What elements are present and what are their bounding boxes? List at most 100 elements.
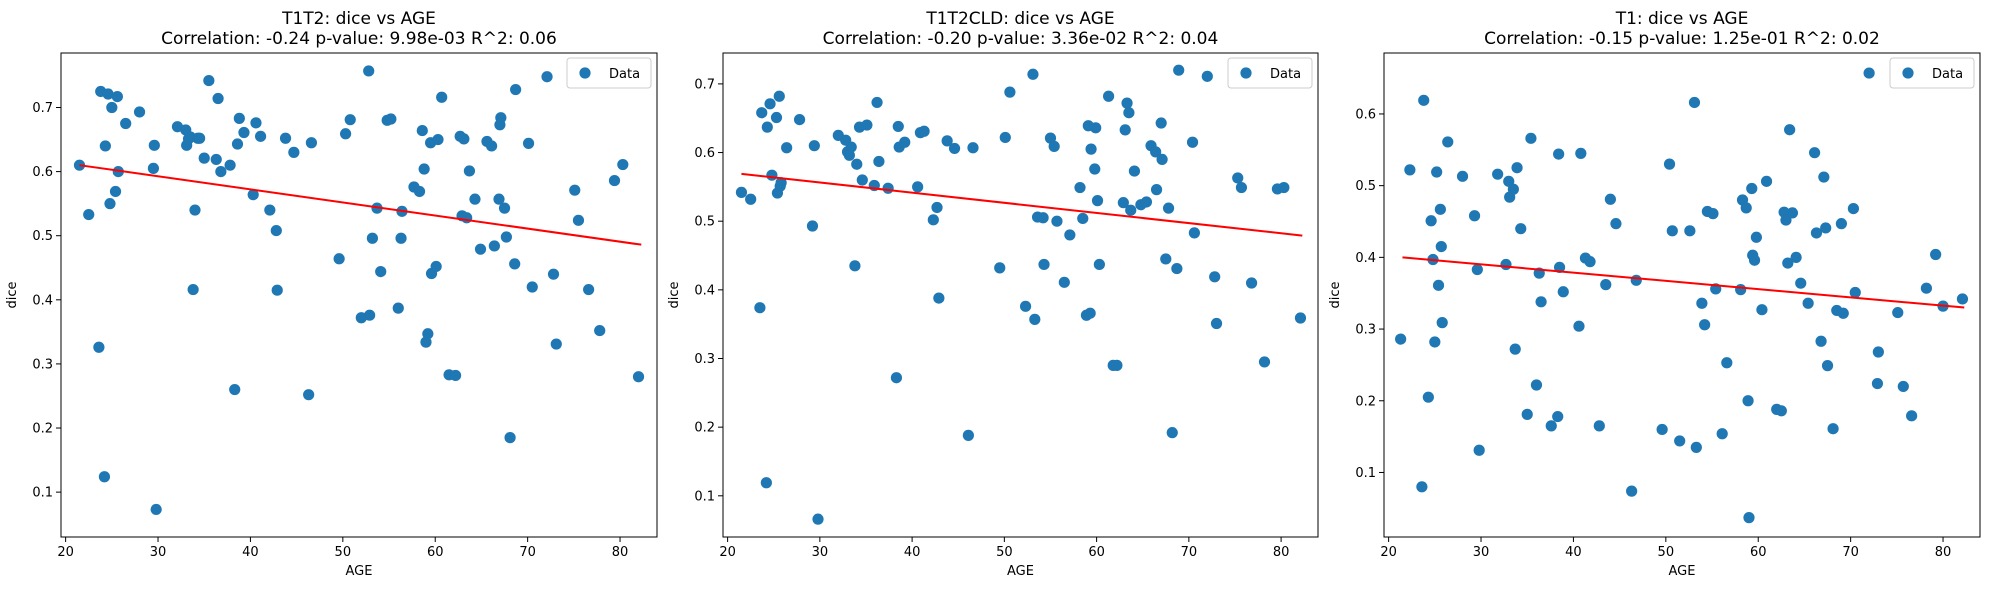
data-point xyxy=(1128,165,1141,177)
x-tick-label: 20 xyxy=(719,545,736,560)
chart-subtitle: Correlation: -0.20 p-value: 3.36e-02 R^2… xyxy=(823,29,1219,49)
x-tick-label: 60 xyxy=(1088,545,1105,560)
y-tick-label: 0.2 xyxy=(1355,394,1376,409)
data-point xyxy=(1429,336,1441,348)
data-point xyxy=(333,253,345,265)
data-point xyxy=(526,281,538,293)
chart-subtitle: Correlation: -0.24 p-value: 9.98e-03 R^2… xyxy=(161,29,557,49)
data-point xyxy=(1471,263,1483,276)
data-point xyxy=(1808,147,1821,159)
data-point xyxy=(1434,203,1446,215)
data-point xyxy=(1750,231,1762,243)
data-point xyxy=(474,243,487,255)
data-point xyxy=(498,202,511,214)
data-point xyxy=(1920,282,1933,294)
chart-panel-t1: T1: dice vs AGE Correlation: -0.15 p-val… xyxy=(1328,9,1981,579)
data-point xyxy=(1294,312,1307,324)
y-tick-label: 0.5 xyxy=(1355,179,1376,194)
data-point xyxy=(617,158,629,171)
data-point xyxy=(1837,307,1849,319)
data-point xyxy=(1756,304,1768,316)
data-point xyxy=(1552,410,1564,423)
y-tick-label: 0.5 xyxy=(694,215,715,230)
data-point xyxy=(1507,183,1519,195)
data-point xyxy=(962,429,974,441)
legend-label: Data xyxy=(609,67,640,82)
y-tick-label: 0.4 xyxy=(1355,251,1376,266)
legend-box xyxy=(1227,57,1313,89)
data-point xyxy=(120,117,132,130)
data-point xyxy=(233,112,245,124)
data-point xyxy=(189,204,201,216)
data-point xyxy=(735,186,748,198)
data-point xyxy=(1425,215,1437,227)
fit-line xyxy=(1402,256,1965,309)
y-tick-label: 0.4 xyxy=(694,283,715,298)
data-point xyxy=(1775,405,1787,417)
data-point xyxy=(994,262,1006,274)
data-point xyxy=(364,309,376,321)
data-point xyxy=(1048,140,1060,152)
data-point xyxy=(1600,279,1612,291)
data-point xyxy=(392,302,404,314)
legend-marker xyxy=(579,67,591,79)
data-point xyxy=(1235,181,1248,194)
x-tick-label: 70 xyxy=(1842,545,1859,560)
data-point xyxy=(1089,163,1101,175)
y-tick-label: 0.1 xyxy=(32,486,53,501)
y-axis-label: dice xyxy=(667,281,682,308)
data-point xyxy=(1509,343,1521,355)
data-point xyxy=(340,128,352,140)
data-point xyxy=(1530,379,1543,391)
data-point xyxy=(1956,293,1969,305)
legend-box xyxy=(1889,57,1975,89)
data-point xyxy=(1604,193,1616,205)
data-point xyxy=(418,163,430,175)
data-point xyxy=(899,136,911,148)
data-point xyxy=(1690,441,1702,453)
data-point xyxy=(1093,258,1105,271)
data-point xyxy=(1815,335,1827,347)
data-point xyxy=(1820,222,1832,234)
data-point xyxy=(967,142,979,154)
data-point xyxy=(1019,300,1032,312)
data-point xyxy=(229,383,241,396)
data-point xyxy=(1416,481,1428,493)
data-point xyxy=(1442,136,1454,148)
data-point xyxy=(422,328,434,340)
data-point xyxy=(303,389,315,401)
y-tick-label: 0.6 xyxy=(1355,107,1376,122)
y-axis-label: dice xyxy=(5,281,20,308)
data-point xyxy=(1535,296,1547,308)
data-point xyxy=(1500,258,1512,271)
data-point xyxy=(1716,428,1728,440)
x-tick-label: 40 xyxy=(242,545,259,560)
data-point xyxy=(500,231,512,243)
data-point xyxy=(1091,195,1104,207)
data-point xyxy=(745,193,757,205)
data-point xyxy=(264,204,276,216)
data-point xyxy=(1166,427,1178,439)
data-point xyxy=(1849,286,1861,299)
data-point xyxy=(194,132,206,144)
y-tick-label: 0.5 xyxy=(32,229,53,244)
data-point xyxy=(933,292,945,304)
x-tick-label: 80 xyxy=(612,545,629,560)
data-point xyxy=(1064,229,1076,241)
data-point xyxy=(1795,277,1807,289)
data-point xyxy=(1278,181,1290,194)
y-tick-label: 0.1 xyxy=(1355,466,1376,481)
data-point xyxy=(873,155,885,168)
data-point xyxy=(1674,435,1686,447)
data-point xyxy=(1863,67,1875,79)
data-point xyxy=(1004,86,1016,98)
data-point xyxy=(1186,136,1199,148)
data-point xyxy=(1684,225,1696,237)
data-point xyxy=(1584,256,1596,268)
data-point xyxy=(212,92,224,105)
x-tick-label: 60 xyxy=(427,545,444,560)
x-tick-label: 70 xyxy=(1181,545,1198,560)
data-point xyxy=(845,141,857,153)
data-point xyxy=(198,152,210,164)
data-point xyxy=(1743,512,1755,524)
